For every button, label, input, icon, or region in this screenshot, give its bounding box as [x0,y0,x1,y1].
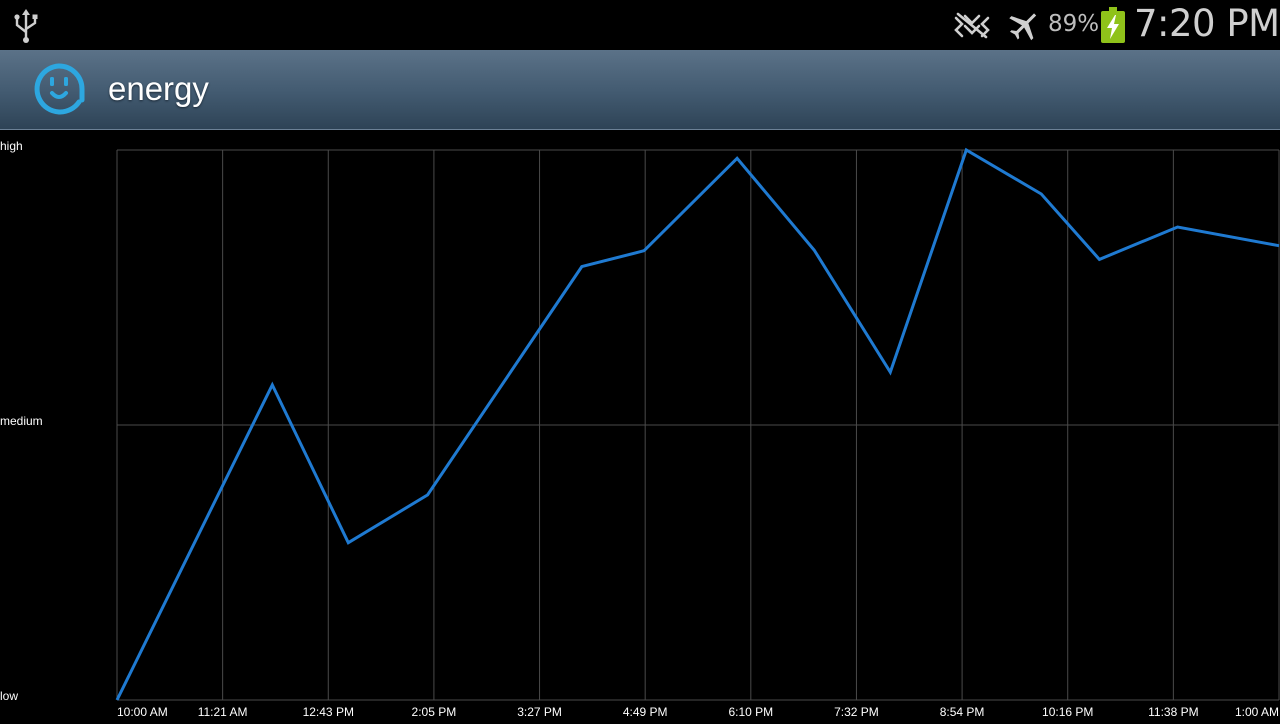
plot-area: 10:00 AM 11:21 AM 12:43 PM 2:05 PM 3:27 PM 4:… [115,147,1280,719]
y-tick-label: high [0,139,23,153]
power-outlet-icon[interactable] [30,62,88,116]
action-bar: energy [0,50,1280,130]
y-tick-label: low [0,689,19,703]
x-tick-label: 10:16 PM [1042,705,1093,719]
battery-percentage: 89% [1048,11,1100,37]
airplane-mode-icon [1009,13,1037,41]
x-tick-label: 3:27 PM [517,705,562,719]
no-signal-icon [954,12,990,39]
x-tick-label: 10:00 AM [117,705,168,719]
x-tick-label: 2:05 PM [412,705,457,719]
app-title: energy [108,70,209,107]
x-tick-label: 8:54 PM [940,705,985,719]
x-tick-label: 4:49 PM [623,705,668,719]
clock: 7:20 PM [1134,2,1280,45]
status-bar: 89% 7:20 PM [0,0,1280,50]
x-tick-label: 7:32 PM [834,705,879,719]
x-tick-label: 11:21 AM [198,705,248,719]
x-tick-label: 11:38 PM [1148,705,1198,719]
usb-icon [14,9,38,43]
battery-charging-icon [1101,7,1125,43]
energy-chart: high medium low 10:00 AM 11:21 AM 12:43 PM… [0,131,1280,720]
x-tick-label: 6:10 PM [728,705,773,719]
energy-series-line [115,147,1280,701]
x-tick-label: 1:00 AM [1235,705,1279,719]
x-tick-label: 12:43 PM [303,705,354,719]
y-tick-label: medium [0,414,43,428]
